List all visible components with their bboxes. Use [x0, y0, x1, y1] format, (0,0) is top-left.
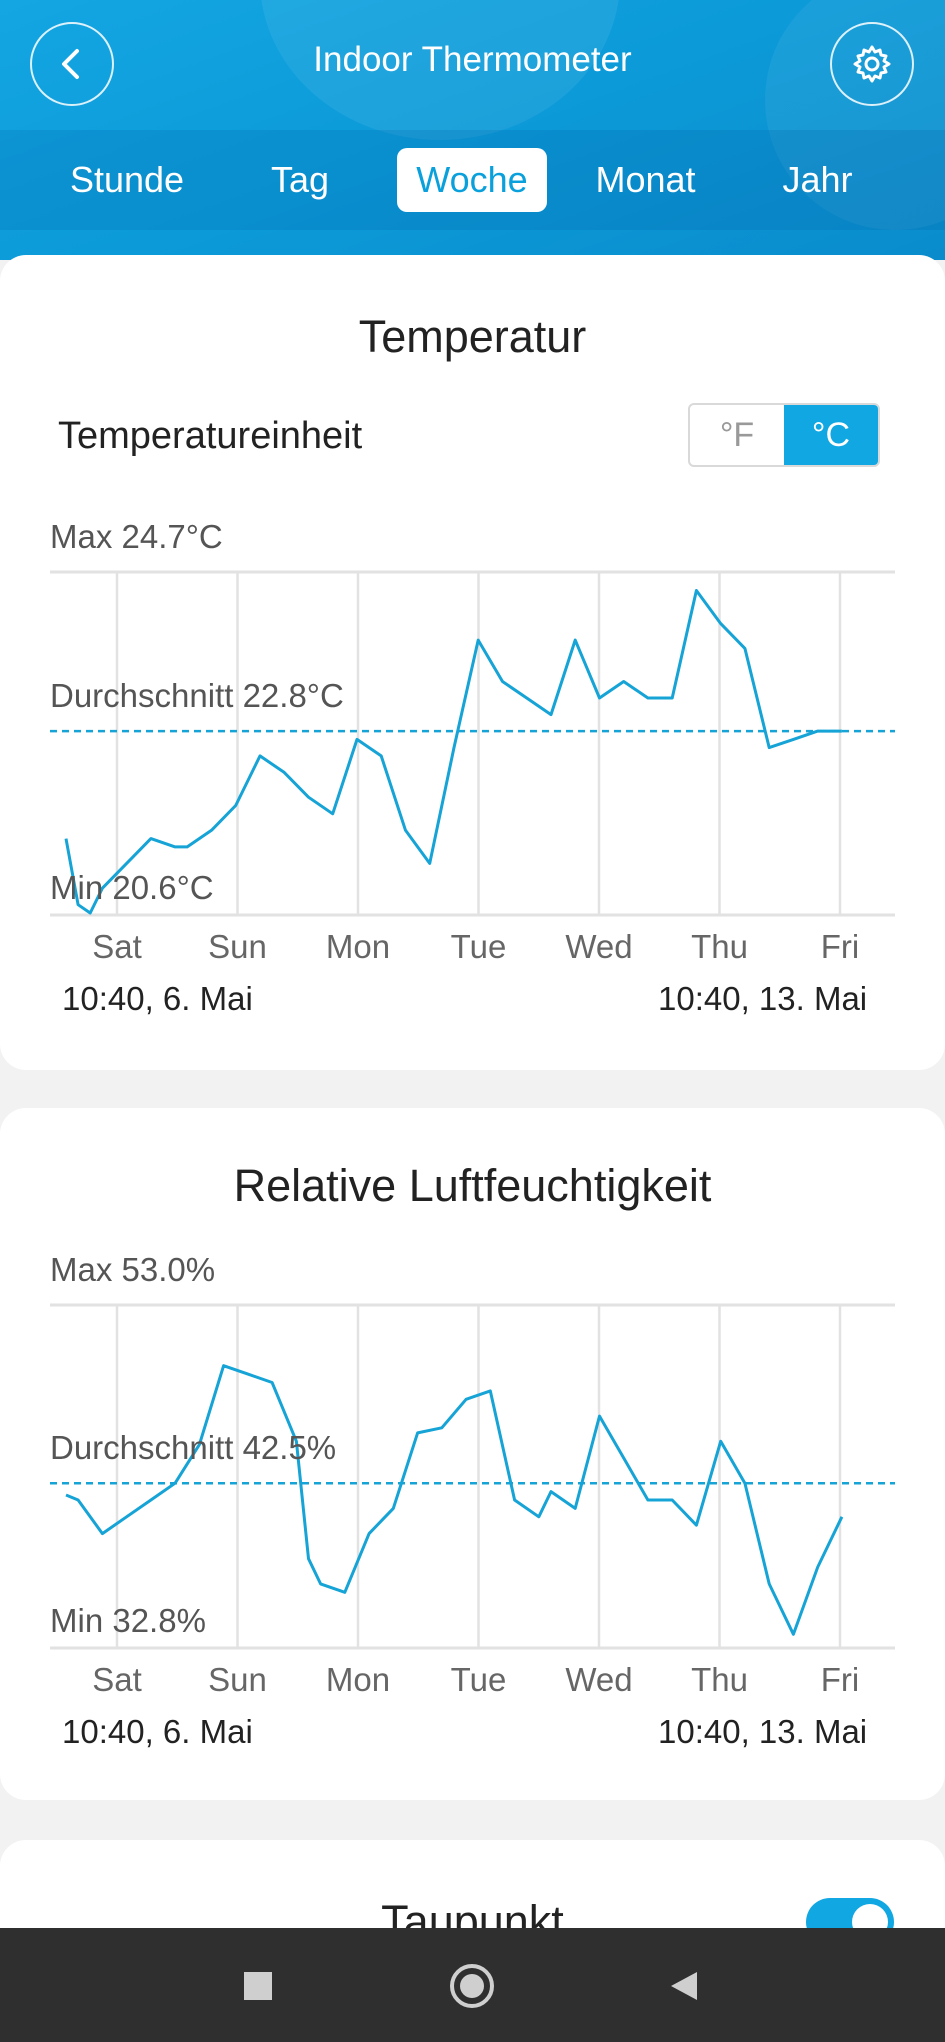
tab-tag[interactable]: Tag [270, 159, 330, 200]
unit-option-celsius[interactable]: °C [784, 405, 878, 465]
x-tick-label: Fri [821, 928, 859, 965]
average-label: Durchschnitt 22.8°C [50, 677, 344, 714]
gear-icon [853, 45, 891, 83]
humidity-start-date: 10:40, 6. Mai [62, 1713, 253, 1750]
title-row: Indoor Thermometer [0, 0, 945, 128]
x-tick-label: Sun [208, 928, 267, 965]
settings-button[interactable] [830, 22, 914, 106]
min-label: Min 32.8% [50, 1602, 206, 1639]
back-nav-button[interactable] [654, 1956, 714, 2016]
tab-woche[interactable]: Woche [397, 148, 547, 212]
humidity-title: Relative Luftfeuchtigkeit [233, 1160, 712, 1211]
unit-toggle[interactable]: °F °C [688, 403, 880, 467]
temperature-chart: Sat Sun Mon Tue Wed Thu Fri Max 24.7°C Durchschn… [0, 505, 945, 965]
humidity-card: Relative Luftfeuchtigkeit Sat Sun Mon Tue We… [0, 1108, 945, 1800]
unit-label: Temperatureinheit [58, 415, 363, 457]
data-series-line [65, 1364, 844, 1636]
tab-jahr[interactable]: Jahr [782, 159, 853, 200]
x-tick-label: Sat [92, 928, 142, 965]
home-circle-icon [450, 1964, 494, 2008]
period-tabs: Stunde Tag Woche Monat Jahr [0, 130, 945, 230]
x-tick-label: Sat [92, 1661, 142, 1698]
temperature-chart-svg: Sat Sun Mon Tue Wed Thu Fri Max 24.7°C Durchschn… [50, 518, 895, 965]
average-label: Durchschnitt 42.5% [50, 1429, 336, 1466]
x-tick-label: Thu [691, 928, 748, 965]
unit-option-fahrenheit[interactable]: °F [719, 416, 755, 454]
humidity-chart: Sat Sun Mon Tue Wed Thu Fri Max 53.0% Durchschni… [0, 1238, 945, 1698]
temperature-end-date: 10:40, 13. Mai [658, 980, 868, 1017]
temperature-start-date: 10:40, 6. Mai [62, 980, 253, 1017]
x-tick-label: Thu [691, 1661, 748, 1698]
x-tick-label: Mon [326, 1661, 390, 1698]
x-tick-label: Tue [451, 1661, 507, 1698]
x-tick-label: Wed [565, 928, 632, 965]
temperature-card: Temperatur Temperatureinheit °F °C Sat Su… [0, 255, 945, 1070]
app-header: Indoor Thermometer Stunde Tag Woche Mona… [0, 0, 945, 260]
system-nav-bar [0, 1928, 945, 2042]
triangle-back-icon [671, 1972, 697, 2000]
tab-monat[interactable]: Monat [595, 159, 696, 200]
recent-apps-button[interactable] [228, 1956, 288, 2016]
data-series-line [64, 589, 842, 915]
x-tick-label: Tue [451, 928, 507, 965]
max-label: Max 24.7°C [50, 518, 223, 555]
page-title: Indoor Thermometer [313, 40, 632, 79]
back-button[interactable] [30, 22, 114, 106]
humidity-end-date: 10:40, 13. Mai [658, 1713, 868, 1750]
chevron-left-icon [62, 49, 79, 79]
humidity-chart-svg: Sat Sun Mon Tue Wed Thu Fri Max 53.0% Durchschni… [50, 1251, 895, 1698]
x-tick-label: Mon [326, 928, 390, 965]
tab-stunde[interactable]: Stunde [69, 159, 185, 200]
x-tick-label: Fri [821, 1661, 859, 1698]
square-icon [244, 1972, 272, 2000]
x-tick-label: Wed [565, 1661, 632, 1698]
max-label: Max 53.0% [50, 1251, 215, 1288]
x-tick-label: Sun [208, 1661, 267, 1698]
temperature-title: Temperatur [358, 311, 587, 362]
min-label: Min 20.6°C [50, 869, 214, 906]
home-button[interactable] [442, 1956, 502, 2016]
